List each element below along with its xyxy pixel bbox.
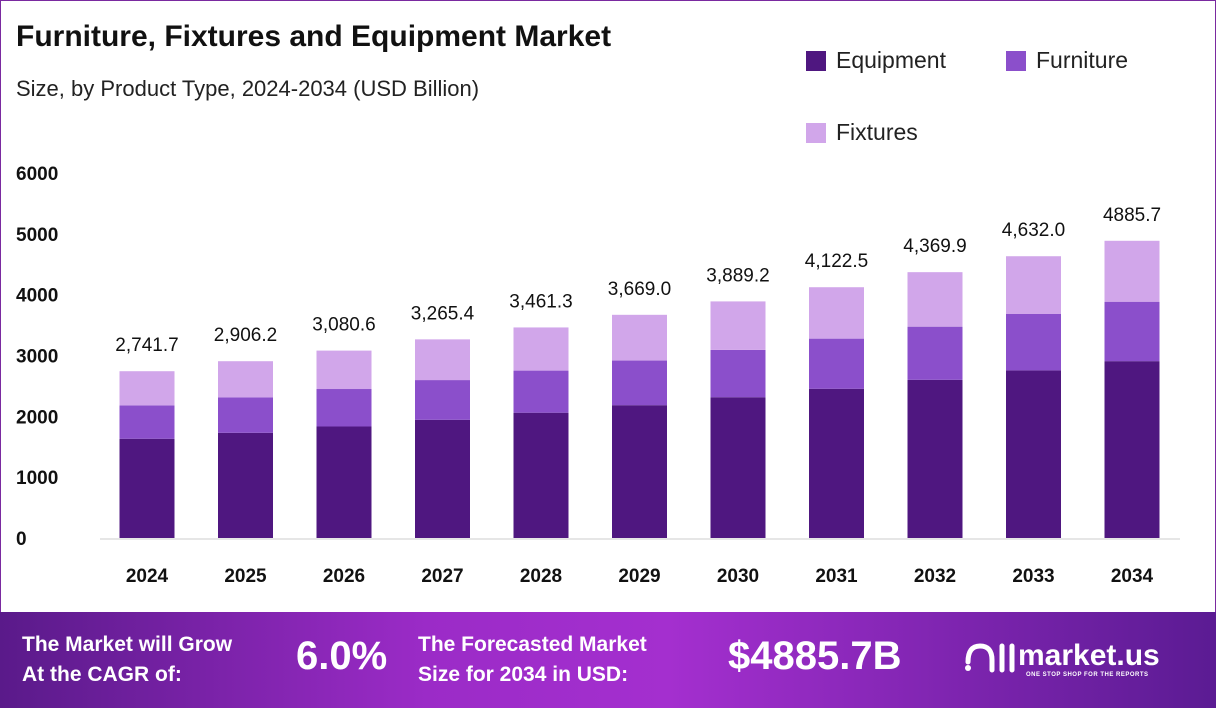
legend-label: Equipment	[836, 47, 946, 73]
y-tick-label: 3000	[16, 347, 58, 368]
brand-tagline: ONE STOP SHOP FOR THE REPORTS	[1026, 672, 1149, 678]
y-tick-label: 1000	[16, 468, 58, 489]
total-data-label: 4,122.5	[805, 251, 868, 272]
bar-segment-fixtures	[710, 301, 766, 350]
legend-item-furniture: Furniture	[1006, 47, 1128, 74]
bar-segment-furniture	[415, 380, 470, 420]
bar-segment-fixtures	[1104, 240, 1160, 302]
bar-segment-equipment	[415, 419, 470, 538]
total-data-label: 4,632.0	[1002, 220, 1065, 241]
bar-segment-equipment	[1104, 361, 1160, 538]
total-data-label: 3,669.0	[608, 279, 671, 300]
bar-segment-equipment	[710, 397, 766, 538]
total-data-label: 4,369.9	[903, 236, 966, 257]
bar-segment-furniture	[1006, 313, 1061, 371]
total-data-label: 4885.7	[1103, 205, 1161, 226]
legend-item-fixtures: Fixtures	[806, 119, 918, 146]
bar-segment-furniture	[513, 370, 569, 413]
bar-segment-fixtures	[1006, 256, 1061, 314]
bar-segment-fixtures	[316, 350, 372, 390]
bar-segment-fixtures	[119, 371, 175, 406]
bar-segment-equipment	[907, 379, 963, 538]
x-tick-label: 2025	[224, 566, 267, 587]
x-tick-label: 2028	[520, 566, 562, 587]
footer-banner: The Market will Grow At the CAGR of: 6.0%…	[0, 612, 1216, 708]
bar-segment-furniture	[907, 326, 963, 380]
y-tick-label: 6000	[16, 164, 58, 185]
legend-label: Fixtures	[836, 119, 918, 145]
x-tick-label: 2027	[421, 566, 463, 587]
bar-segment-equipment	[316, 426, 372, 538]
x-tick-label: 2031	[815, 566, 858, 587]
total-data-label: 3,080.6	[312, 315, 375, 336]
forecast-label-line1: The Forecasted Market	[418, 633, 647, 656]
legend-swatch	[1006, 50, 1026, 71]
bar-segment-fixtures	[415, 339, 470, 381]
chart-plot: 0 1000 2000 3000 4000 5000 6000 2,741.7 2024 2,90…	[16, 164, 1180, 587]
y-tick-label: 5000	[16, 225, 58, 246]
bar-segment-furniture	[809, 338, 864, 389]
legend-label: Furniture	[1036, 47, 1129, 73]
y-tick-label: 2000	[16, 407, 58, 428]
brand-logo: market.us	[962, 636, 1160, 676]
x-tick-label: 2024	[126, 566, 169, 587]
total-data-label: 2,741.7	[115, 335, 178, 356]
bar-segment-furniture	[612, 360, 667, 406]
total-data-label: 3,461.3	[509, 291, 572, 312]
brand-name: market.us	[1018, 639, 1160, 672]
forecast-label-line2: Size for 2034 in USD:	[418, 663, 629, 686]
bar-segment-equipment	[513, 412, 569, 538]
chart-title: Furniture, Fixtures and Equipment Market	[16, 20, 612, 53]
bar-segment-fixtures	[809, 287, 864, 339]
cagr-label-line1: The Market will Grow	[22, 633, 233, 656]
legend-swatch	[806, 122, 826, 143]
forecast-value: $4885.7B	[728, 634, 902, 678]
total-data-label: 3,889.2	[706, 265, 769, 286]
legend-swatch	[806, 50, 826, 71]
x-tick-label: 2034	[1111, 566, 1154, 587]
total-data-label: 2,906.2	[214, 325, 277, 346]
x-tick-label: 2032	[914, 566, 956, 587]
cagr-label: The Market will Grow At the CAGR of:	[22, 630, 232, 690]
cagr-value: 6.0%	[296, 634, 388, 678]
x-tick-label: 2026	[323, 566, 365, 587]
legend-item-equipment: Equipment	[806, 47, 946, 74]
bar-segment-furniture	[710, 349, 766, 398]
cagr-label-line2: At the CAGR of:	[22, 663, 182, 686]
x-tick-label: 2033	[1012, 566, 1054, 587]
y-tick-label: 4000	[16, 286, 58, 307]
y-tick-label: 0	[16, 529, 27, 550]
forecast-label: The Forecasted Market Size for 2034 in US…	[418, 630, 647, 690]
bar-segment-furniture	[316, 389, 372, 427]
bar-segment-equipment	[218, 432, 273, 538]
bar-segment-equipment	[612, 405, 667, 538]
bar-segment-fixtures	[907, 272, 963, 327]
total-data-label: 3,265.4	[411, 303, 475, 324]
bar-segment-furniture	[218, 397, 273, 433]
bar-segment-fixtures	[218, 361, 273, 398]
x-tick-label: 2030	[717, 566, 759, 587]
bar-segment-furniture	[119, 405, 175, 439]
bar-segment-equipment	[119, 438, 175, 538]
bar-segment-fixtures	[612, 314, 667, 361]
x-tick-label: 2029	[618, 566, 660, 587]
bar-segment-equipment	[1006, 370, 1061, 538]
market-us-logo-icon	[965, 643, 1015, 673]
bar-segment-equipment	[809, 388, 864, 538]
bar-segment-furniture	[1104, 301, 1160, 362]
bar-segment-fixtures	[513, 327, 569, 371]
chart-subtitle: Size, by Product Type, 2024-2034 (USD Bi…	[16, 76, 480, 101]
